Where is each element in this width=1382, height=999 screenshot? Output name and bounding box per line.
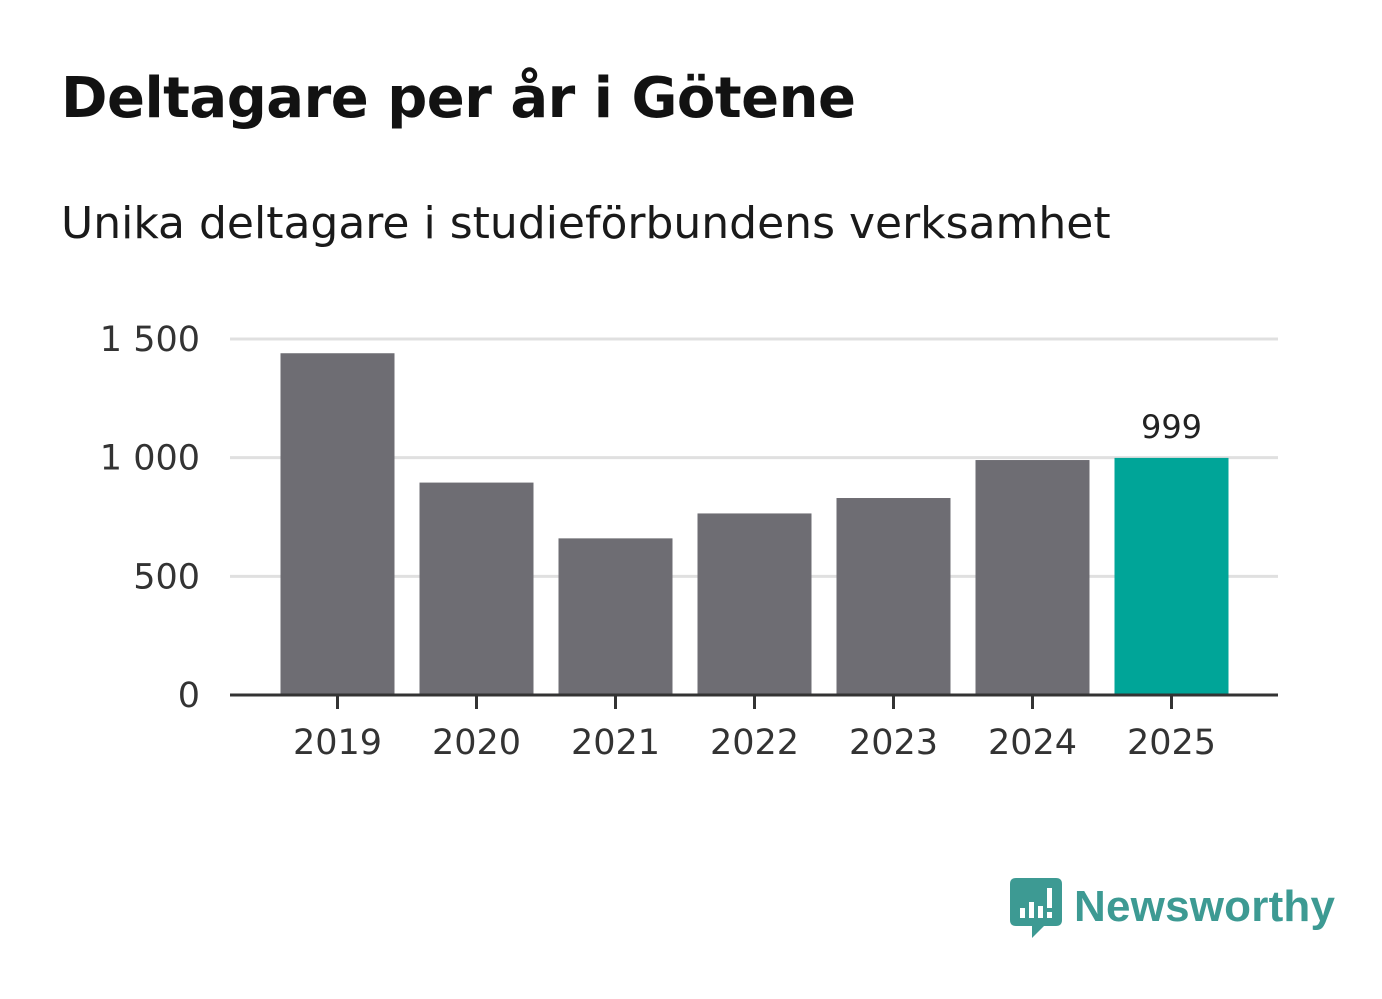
x-tick-label: 2021 — [571, 723, 660, 763]
data-labels: 999 — [1141, 408, 1202, 446]
bar-2022 — [697, 513, 812, 695]
x-tick-label: 2020 — [432, 723, 521, 763]
y-axis-labels: 0 500 1 000 1 500 — [100, 320, 200, 716]
bars — [280, 353, 1229, 695]
y-tick-label: 1 000 — [100, 439, 200, 479]
x-tick-label: 2022 — [710, 723, 799, 763]
x-tick-label: 2024 — [988, 723, 1077, 763]
y-tick-label: 0 — [178, 676, 200, 716]
x-axis — [230, 693, 1278, 709]
x-tick-label: 2023 — [849, 723, 938, 763]
bar-2025 — [1114, 457, 1229, 695]
data-label: 999 — [1141, 408, 1202, 446]
newsworthy-logo-icon — [1010, 878, 1062, 938]
x-axis-labels: 2019 2020 2021 2022 2023 2024 2025 — [293, 723, 1216, 763]
brand-logo: Newsworthy — [1010, 878, 1335, 940]
chart-title: Deltagare per år i Götene — [61, 66, 856, 131]
x-tick-label: 2019 — [293, 723, 382, 763]
brand-name: Newsworthy — [1074, 882, 1336, 931]
x-tick-label: 2025 — [1127, 723, 1216, 763]
bar-2019 — [280, 353, 395, 695]
bar-2023 — [836, 498, 951, 695]
y-tick-label: 500 — [133, 557, 200, 597]
bar-2020 — [419, 482, 534, 695]
chart-subtitle: Unika deltagare i studieförbundens verks… — [61, 198, 1111, 249]
bar-2024 — [975, 460, 1090, 695]
y-tick-label: 1 500 — [100, 320, 200, 360]
bar-2021 — [558, 538, 673, 695]
